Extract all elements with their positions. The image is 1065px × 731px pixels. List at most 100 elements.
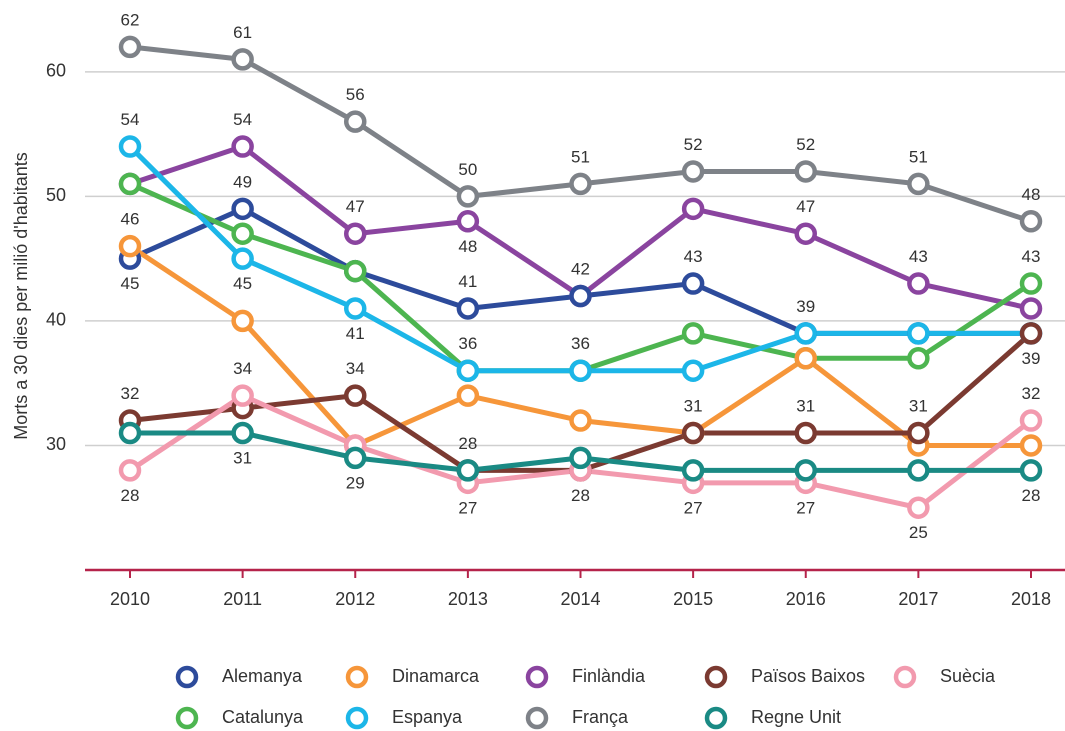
x-tick-label: 2017 [898,589,938,609]
point [681,459,705,482]
data-label: 54 [233,110,252,129]
x-tick-label: 2013 [448,589,488,609]
point [794,459,817,482]
data-label: 45 [121,274,140,293]
data-label: 28 [121,486,140,505]
point [907,347,930,370]
point [1019,459,1043,482]
point [1019,434,1043,457]
y-tick-label: 50 [46,185,66,205]
data-label: 28 [571,486,590,505]
legend-marker [345,665,369,689]
point [907,421,930,445]
data-label: 31 [233,448,252,467]
legend-label: Dinamarca [392,666,480,686]
data-label: 39 [796,297,815,316]
point [118,421,142,445]
data-label: 31 [684,396,703,415]
legend-marker [345,706,369,730]
x-tick-label: 2015 [673,589,713,609]
legend-marker [175,665,199,689]
data-label: 50 [458,160,477,179]
data-label: 48 [1022,185,1041,204]
data-label: 47 [796,197,815,216]
y-axis-label: Morts a 30 dies per milió d'habitants [11,152,31,440]
point [1019,297,1043,320]
point [231,222,254,245]
point [681,359,705,382]
point [794,421,817,445]
point [794,222,817,245]
point [344,297,367,320]
legend-label: Espanya [392,707,463,727]
legend-label: França [572,707,629,727]
data-label: 52 [684,135,703,154]
x-tick-label: 2016 [786,589,826,609]
point [1019,210,1043,233]
x-tick-label: 2014 [560,589,600,609]
legend-label: Alemanya [222,666,303,686]
point [681,272,705,295]
point [569,359,592,382]
y-tick-label: 40 [46,310,66,330]
data-label: 31 [909,396,928,415]
data-label: 32 [121,384,140,403]
legend-label: Suècia [940,666,996,686]
data-label: 34 [346,359,365,378]
data-label: 36 [458,334,477,353]
point [681,421,705,445]
legend-label: Finlàndia [572,666,646,686]
x-tick-label: 2018 [1011,589,1051,609]
data-label: 31 [796,396,815,415]
point [569,172,592,196]
x-tick-label: 2012 [335,589,375,609]
point [907,322,930,345]
data-label: 27 [796,498,815,517]
point [569,446,592,470]
data-label: 29 [346,473,365,492]
data-label: 34 [233,359,252,378]
data-label: 47 [346,197,365,216]
point [456,297,480,320]
legend-label: Catalunya [222,707,304,727]
data-label: 43 [909,247,928,266]
data-label: 41 [346,324,365,343]
point [231,247,254,270]
data-label: 42 [571,259,590,278]
point [456,384,480,407]
legend-marker [704,706,728,730]
data-label: 49 [233,172,252,191]
data-label: 43 [684,247,703,266]
point [344,110,367,133]
point [231,421,254,445]
point [569,409,592,432]
point [344,384,367,407]
data-label: 51 [571,147,590,166]
point [456,210,480,233]
data-label: 28 [1022,486,1041,505]
point [456,459,480,482]
legend-marker [704,665,728,689]
point [118,35,142,59]
data-label: 62 [121,10,140,29]
data-label: 45 [233,274,252,293]
point [794,160,817,183]
data-label: 25 [909,523,928,542]
data-label: 52 [796,135,815,154]
legend-marker [525,706,549,730]
point [118,172,142,196]
point [231,309,254,333]
legend-marker [175,706,199,730]
x-tick-label: 2010 [110,589,150,609]
point [794,322,817,345]
point [907,496,930,519]
point [569,284,592,308]
point [118,459,142,482]
x-tick-label: 2011 [223,589,262,609]
legend-marker [893,665,917,689]
point [118,135,142,158]
data-label: 43 [1022,247,1041,266]
point [794,347,817,370]
point [907,459,930,482]
